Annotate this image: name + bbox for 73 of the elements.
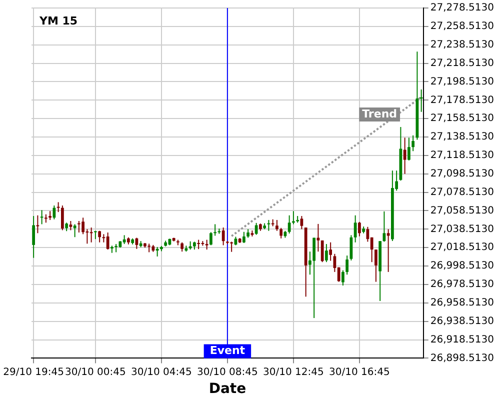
x-tick-label: 30/10 00:45 [65,366,126,378]
candlestick [242,231,246,244]
candlestick [316,223,320,252]
y-tick-label: 27,238.5130 [430,39,494,50]
y-tick-label: 26,938.5130 [430,316,494,327]
candlestick [288,214,291,234]
y-tick-label: 27,098.5130 [430,168,494,180]
candlestick [342,270,344,286]
x-tick-label: 30/10 04:45 [131,366,192,378]
text: YM 15 [38,14,78,28]
candlestick [300,216,304,230]
candlestick [56,202,60,213]
candlestick [403,137,406,174]
y-tick-label: 26,998.5130 [430,260,494,272]
candlestick [267,219,270,232]
candlestick [325,244,328,263]
x-tick-label: 30/10 12:45 [263,366,324,378]
candlestick [52,205,56,220]
candlestick [106,232,110,250]
candlestick [69,220,72,231]
y-tick-label: 27,078.5130 [430,186,494,198]
candlestick [329,242,332,262]
y-tick-label: 27,158.5130 [430,113,494,124]
y-tick-label: 27,138.5130 [430,132,494,143]
y-tick-label: 27,218.5130 [430,58,494,69]
x-axis-title: Date [208,381,246,398]
y-tick-label: 26,918.5130 [430,334,494,346]
candlestick [197,239,200,250]
candlestick [60,205,64,231]
candlestick [374,249,378,282]
y-tick-label: 27,018.5130 [430,242,494,254]
x-tick-label: 30/10 08:45 [197,366,258,378]
candlestick [320,240,324,263]
candlestick [412,134,415,152]
x-tick-label: 29/10 19:45 [3,366,64,378]
candlestick [408,137,410,161]
y-tick-label: 27,178.5130 [430,94,494,106]
series-label: Trend [362,107,398,120]
y-tick-label: 27,058.5130 [430,205,494,216]
candlestick [222,227,225,246]
candlestick [346,255,349,276]
x-tick-label: 30/10 16:45 [329,366,390,378]
y-tick-label: 27,198.5130 [430,76,494,88]
y-tick-label: 27,278.5130 [430,2,494,14]
candlestick [254,222,258,236]
candlestick [73,224,76,238]
y-tick-label: 26,898.5130 [430,352,494,364]
candlestick [40,210,44,225]
candlestick [358,221,361,237]
candlestick [36,214,40,234]
candlestick [135,237,138,250]
y-tick-label: 26,958.5130 [430,298,494,308]
candlestick [32,216,36,258]
ref-line-label: Event [210,344,246,358]
candlestick [276,219,278,232]
candlestick [230,241,234,252]
y-tick-label: 26,978.5130 [430,279,494,290]
candlestick [354,214,357,243]
candlestick [82,217,85,235]
candlestick [214,224,217,236]
y-tick-label: 27,258.5130 [430,21,494,32]
candlestick [78,220,80,234]
candlestick [205,239,208,250]
y-tick-label: 27,118.5130 [430,150,494,162]
candlestick [210,232,212,246]
candlestick [156,246,159,257]
candlestick [312,237,316,319]
candlestick [386,228,390,272]
candlestick [280,227,283,239]
y-tick-label: 27,038.5130 [430,224,494,235]
candlestick [90,227,93,243]
candlestick [420,88,423,112]
candlestick [180,242,184,252]
